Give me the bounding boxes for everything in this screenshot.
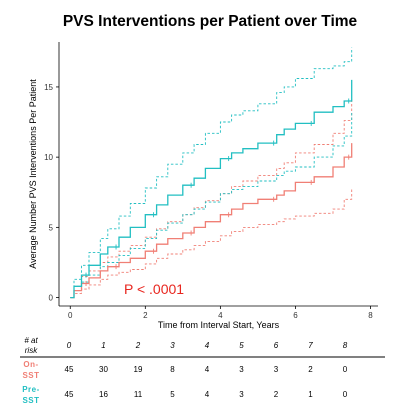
- risk-value: 0: [343, 390, 348, 399]
- risk-value: 4: [205, 365, 210, 374]
- x-tick-label: 8: [368, 311, 373, 320]
- risk-value: 45: [65, 365, 74, 374]
- risk-value: 2: [274, 390, 279, 399]
- x-tick-label: 6: [293, 311, 298, 320]
- risk-value: 30: [99, 365, 108, 374]
- on-sst-line: [70, 143, 353, 299]
- risk-value: 5: [170, 390, 175, 399]
- risk-value: 16: [99, 390, 108, 399]
- risk-value: 8: [170, 365, 175, 374]
- x-ticks: 0 2 4 6 8: [68, 306, 373, 320]
- risk-value: 19: [134, 365, 143, 374]
- x-tick-label: 2: [143, 311, 148, 320]
- y-tick-label: 5: [49, 223, 54, 232]
- y-axis-label: Average Number PVS Interventions Per Pat…: [28, 79, 38, 269]
- risk-value: 2: [308, 365, 313, 374]
- risk-value: 3: [274, 365, 279, 374]
- y-tick-label: 15: [44, 83, 53, 92]
- risk-row-label: Pre-: [22, 385, 40, 394]
- x-tick-label: 4: [218, 311, 223, 320]
- risk-row-label: SST: [22, 396, 39, 405]
- y-ticks: 0 5 10 15: [44, 83, 59, 303]
- risk-row-label: On-: [23, 360, 38, 369]
- x-tick-label: 0: [68, 311, 73, 320]
- risk-time-header: 3: [170, 341, 175, 350]
- risk-time-header: 0: [67, 341, 72, 350]
- risk-value: 1: [308, 390, 313, 399]
- risk-time-header: 1: [101, 341, 105, 350]
- risk-time-header: 8: [343, 341, 348, 350]
- risk-value: 3: [239, 390, 244, 399]
- pre-sst-line: [70, 79, 353, 299]
- y-tick-label: 0: [49, 294, 54, 303]
- risk-value: 0: [343, 365, 348, 374]
- censor-marks: [85, 98, 350, 287]
- risk-value: 3: [239, 365, 244, 374]
- risk-time-header: 5: [239, 341, 244, 350]
- pre-sst-ci-upper: [70, 47, 353, 299]
- chart-title: PVS Interventions per Patient over Time: [63, 13, 358, 30]
- risk-time-header: 6: [274, 341, 279, 350]
- x-axis-label: Time from Interval Start, Years: [158, 320, 280, 330]
- risk-header-label-line1: # at: [24, 336, 38, 345]
- on-sst-ci-lower: [70, 188, 353, 299]
- risk-value: 4: [205, 390, 210, 399]
- series-lines: [70, 79, 353, 299]
- p-value-annotation: P < .0001: [124, 281, 184, 297]
- pre-sst-ci-lower: [70, 112, 353, 299]
- risk-value: 45: [65, 390, 74, 399]
- risk-time-header: 4: [205, 341, 210, 350]
- risk-value: 11: [134, 390, 143, 399]
- y-tick-label: 10: [44, 153, 53, 162]
- risk-row-label: SST: [22, 371, 39, 380]
- risk-time-header: 2: [135, 341, 141, 350]
- risk-header-label-line2: risk: [25, 346, 38, 355]
- plot-area: [70, 47, 353, 299]
- risk-time-header: 7: [308, 341, 313, 350]
